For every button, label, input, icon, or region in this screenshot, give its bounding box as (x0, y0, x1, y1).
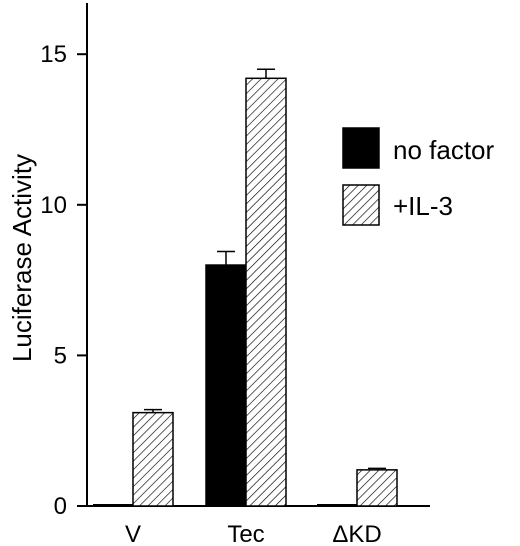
legend-swatch-no-factor (342, 127, 380, 169)
category-labels: V Tec ΔKD (125, 521, 382, 546)
y-axis-ticks: 0 5 10 15 (40, 41, 87, 520)
bar-no-factor-1 (205, 264, 247, 507)
category-label: Tec (227, 521, 264, 546)
bar-il3-0 (132, 411, 174, 507)
category-label: V (125, 521, 141, 546)
bar-series (93, 68, 398, 507)
legend: no factor +IL-3 (342, 127, 495, 226)
category-label: ΔKD (332, 521, 381, 546)
legend-swatch-il3 (342, 184, 380, 226)
bar-il3-2 (356, 469, 398, 507)
y-tick-label: 15 (40, 41, 67, 68)
legend-label-no-factor: no factor (393, 135, 495, 165)
bar-il3-1 (245, 77, 287, 507)
legend-label-il3: +IL-3 (393, 191, 453, 221)
y-tick-label: 0 (54, 493, 67, 520)
y-tick-label: 5 (54, 342, 67, 369)
y-axis-label: Luciferase Activity (7, 154, 37, 362)
y-tick-label: 10 (40, 192, 67, 219)
